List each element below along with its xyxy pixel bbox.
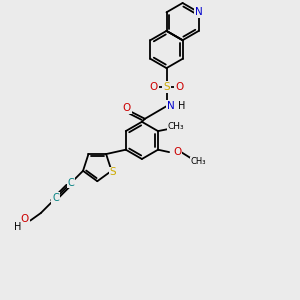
Text: S: S: [163, 82, 170, 92]
Text: N: N: [167, 101, 175, 111]
Text: CH₃: CH₃: [168, 122, 184, 131]
Text: N: N: [195, 7, 203, 17]
Text: O: O: [150, 82, 158, 92]
Text: O: O: [175, 82, 183, 92]
Text: O: O: [123, 103, 131, 113]
Text: C: C: [68, 178, 74, 188]
Text: O: O: [173, 147, 181, 157]
Text: O: O: [21, 214, 29, 224]
Text: H: H: [178, 101, 186, 111]
Text: C: C: [52, 193, 59, 203]
Text: H: H: [14, 221, 21, 232]
Text: CH₃: CH₃: [190, 158, 206, 166]
Text: S: S: [110, 167, 116, 177]
